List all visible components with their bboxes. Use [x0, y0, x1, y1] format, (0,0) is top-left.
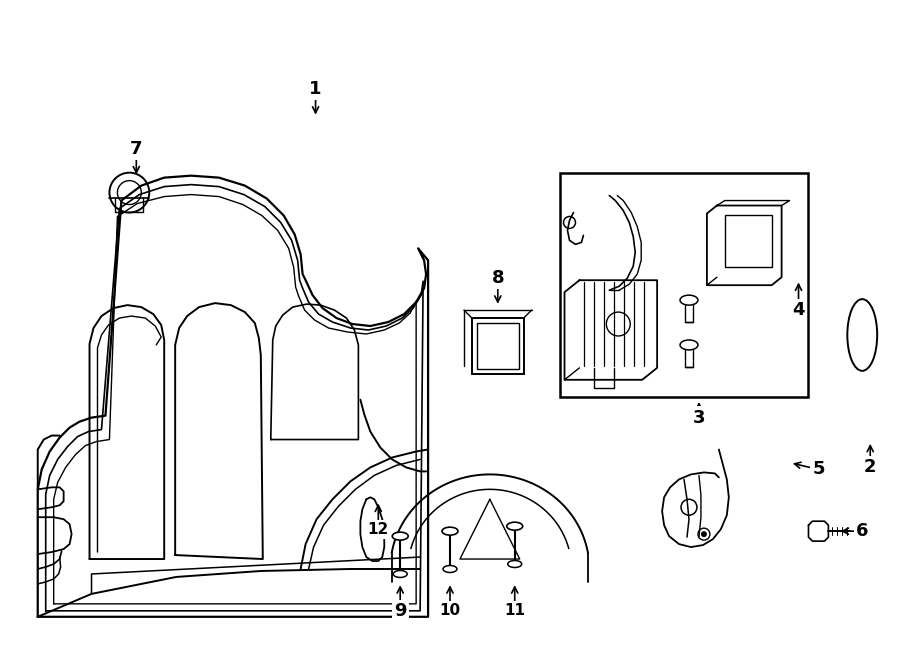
Ellipse shape — [393, 570, 407, 578]
Text: 11: 11 — [504, 603, 526, 618]
Text: 12: 12 — [368, 522, 389, 537]
Text: 9: 9 — [394, 602, 407, 620]
Text: 5: 5 — [812, 461, 824, 479]
Circle shape — [701, 531, 706, 537]
Text: 7: 7 — [130, 139, 142, 158]
Bar — [472, 318, 524, 374]
Text: 3: 3 — [693, 408, 706, 426]
Ellipse shape — [442, 527, 458, 535]
Text: 8: 8 — [491, 269, 504, 288]
Ellipse shape — [443, 566, 457, 572]
Ellipse shape — [508, 561, 522, 568]
Bar — [724, 215, 771, 267]
Ellipse shape — [507, 522, 523, 530]
Text: 4: 4 — [792, 301, 805, 319]
Text: 6: 6 — [856, 522, 868, 540]
Bar — [560, 173, 808, 397]
Text: 1: 1 — [310, 80, 322, 98]
Text: 2: 2 — [864, 459, 877, 477]
Text: 10: 10 — [439, 603, 461, 618]
Bar — [477, 323, 518, 369]
Ellipse shape — [392, 532, 409, 540]
